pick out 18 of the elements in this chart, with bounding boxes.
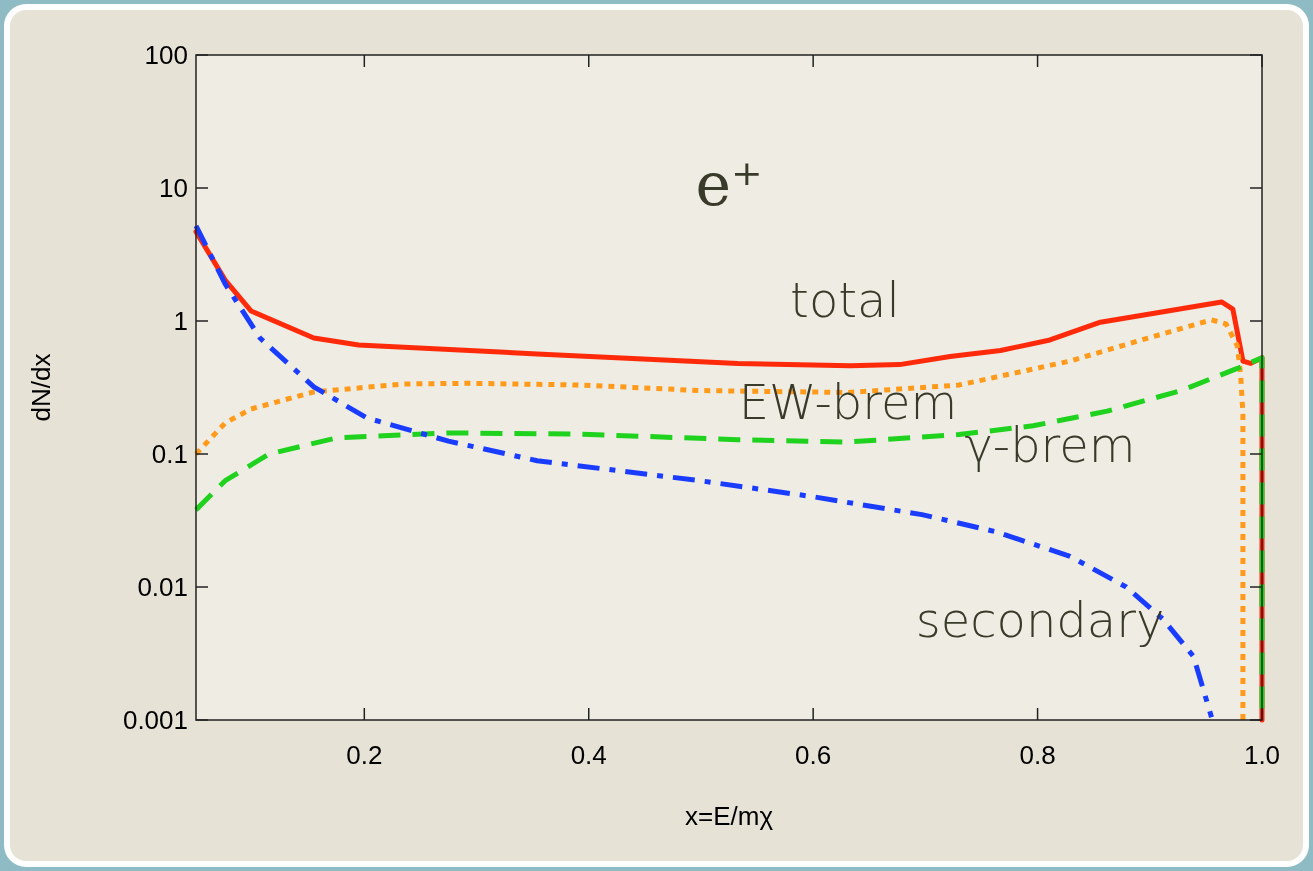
series-label: secondary [915,591,1165,648]
y-tick-label: 10 [159,173,188,204]
x-tick-label: 0.8 [1019,740,1056,770]
y-tick-label: 0.01 [137,572,188,603]
x-axis-title: x=E/mχ [684,801,774,831]
series-label: EW-brem [738,373,958,430]
text: e⁺ [695,149,763,219]
y-axis-title: dN/dx [26,353,56,422]
series-label: γ-brem [964,416,1136,473]
y-tick-label: 1 [173,306,188,337]
y-tick-label: 0.1 [151,439,188,470]
y-tick-label: 0.001 [122,705,188,736]
x-tick-label: 0.6 [795,740,832,770]
series-label: total [790,271,900,328]
x-tick-label: 1.0 [1243,740,1281,770]
y-tick-label: 100 [144,40,188,71]
x-tick-label: 0.4 [570,740,607,770]
x-tick-label: 0.2 [346,740,383,770]
